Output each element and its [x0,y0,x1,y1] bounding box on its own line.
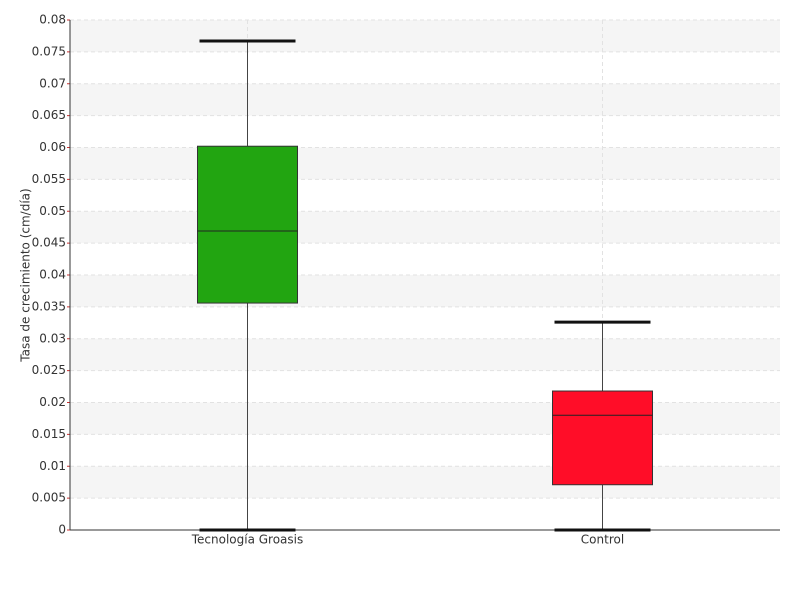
y-tick-label: 0.01 [39,459,66,473]
y-tick-label: 0.03 [39,331,66,345]
y-axis-label: Tasa de crecimiento (cm/día) [19,188,33,362]
y-tick-label: 0.025 [32,363,66,377]
y-tick-label: 0.075 [32,44,66,58]
stripe [70,147,780,180]
stripe [70,275,780,307]
y-tick-label: 0.045 [32,236,66,250]
stripe [70,466,780,499]
box [552,390,653,486]
y-tick-label: 0 [58,523,66,537]
x-tick-label: Tecnología Groasis [191,533,304,547]
stripe [70,20,780,52]
y-tick-label: 0.035 [32,299,66,313]
y-tick-label: 0.015 [32,427,66,441]
stripe [70,83,780,116]
y-tick-label: 0.04 [39,268,66,282]
stripe [70,338,780,371]
stripe [70,211,780,244]
box [197,145,298,304]
background-bands [70,20,780,499]
y-tick-label: 0.05 [39,204,66,218]
y-tick-label: 0.07 [39,76,66,90]
y-tick-label: 0.055 [32,172,66,186]
y-tick-label: 0.02 [39,395,66,409]
y-tick-label: 0.005 [32,491,66,505]
y-tick-label: 0.06 [39,140,66,154]
stripe [70,402,780,435]
x-tick-label: Control [581,533,624,547]
y-tick-label: 0.065 [32,108,66,122]
y-tick-label: 0.08 [39,13,66,27]
